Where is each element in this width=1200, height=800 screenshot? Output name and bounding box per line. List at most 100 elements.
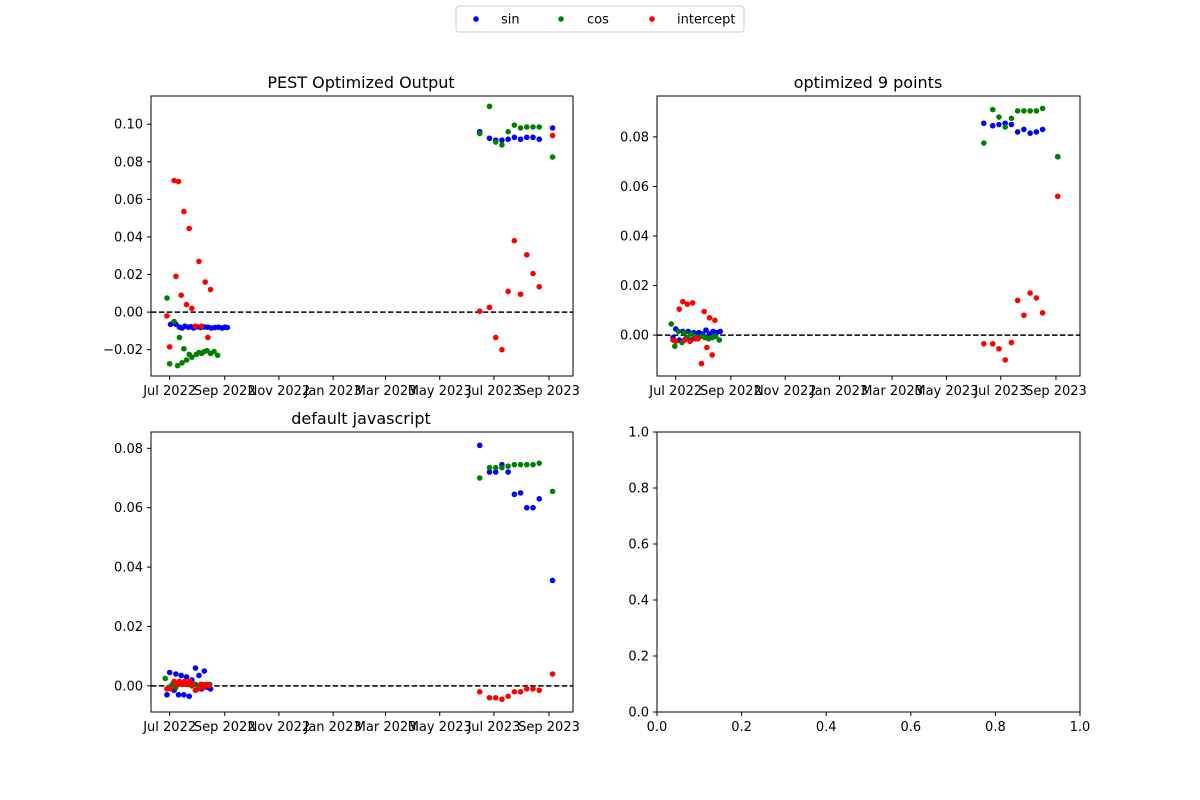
point-cos [164,295,170,301]
point-sin [492,469,499,475]
point-sin [201,668,208,674]
x-tick-label: Jul 2022 [142,720,196,735]
x-tick-label: Jul 2023 [466,384,520,399]
y-tick-label: 0.04 [114,561,143,576]
point-sin [536,136,543,143]
point-intercept [704,344,710,351]
point-sin [717,328,724,335]
point-cos [1027,108,1033,114]
point-cos [505,463,511,469]
legend-marker-cos [558,16,564,22]
point-sin [517,136,524,143]
legend-frame [455,5,745,33]
series-intercept [164,132,556,353]
point-intercept [1054,193,1061,200]
y-tick-label: 0.04 [114,230,143,245]
point-sin [1021,126,1027,133]
point-intercept [536,283,543,290]
point-sin [486,135,493,142]
axes-frame [150,431,574,713]
y-tick-label: 0.08 [114,155,143,170]
x-tick-label: 0.8 [985,720,1006,735]
point-sin [981,120,987,127]
x-tick-label: 0.2 [731,720,752,735]
point-sin [511,491,518,498]
point-cos [1033,108,1040,114]
point-cos [179,360,185,366]
point-intercept [684,301,691,307]
point-intercept [524,251,530,258]
x-tick-label: Nov 2022 [248,720,311,735]
point-sin [181,691,187,698]
point-intercept [207,286,214,293]
axes-frame [150,95,574,377]
y-tick-label: 0.06 [620,180,649,195]
point-intercept [536,687,543,694]
point-sin [224,324,231,331]
point-cos [499,464,505,471]
x-tick-label: Mar 2023 [861,384,923,399]
point-cos [171,318,177,325]
subplot-title: PEST Optimized Output [267,73,454,92]
point-cos [486,464,493,471]
legend: sin cos intercept [455,5,745,33]
point-intercept [1002,357,1008,363]
point-intercept [681,337,688,343]
y-tick-label: 0.00 [114,679,143,694]
point-cos [989,106,996,113]
x-tick-label: Jul 2023 [466,720,520,735]
point-sin [1014,129,1021,135]
point-cos [712,333,719,340]
point-sin [178,672,185,679]
point-cos [524,124,530,130]
y-tick-label: 0.4 [628,594,649,609]
point-intercept [687,338,693,345]
y-tick-label: 0.8 [628,482,649,497]
point-intercept [196,258,202,265]
point-cos [486,103,493,110]
point-intercept [505,693,511,700]
point-cos [492,139,499,145]
point-intercept [171,177,177,184]
point-sin [703,327,709,333]
x-tick-label: May 2023 [408,384,472,399]
point-intercept [189,681,196,688]
point-intercept [198,323,205,330]
point-intercept [189,305,195,312]
point-intercept [173,273,179,280]
point-cos [536,124,543,130]
y-tick-label: 0.00 [114,306,143,321]
point-intercept [530,686,536,692]
subplot-title: optimized 9 points [794,73,943,92]
x-tick-label: Jan 2023 [303,384,361,399]
point-intercept [549,671,556,677]
series-intercept [670,193,1061,367]
y-tick-label: 0.06 [114,193,143,208]
point-intercept [709,352,716,358]
series-cos [164,103,556,369]
point-intercept [181,208,187,215]
y-tick-label: 0.04 [620,230,649,245]
point-intercept [192,323,199,330]
point-intercept [175,178,182,185]
point-sin [166,669,173,676]
point-intercept [989,340,996,347]
point-sin [173,671,179,677]
point-sin [549,125,556,131]
point-intercept [1021,312,1027,319]
point-cos [511,122,518,128]
point-intercept [689,300,696,306]
point-intercept [205,683,212,689]
point-sin [196,672,202,679]
point-sin [1027,130,1033,136]
point-intercept [517,291,524,298]
y-tick-label: 0.06 [114,501,143,516]
point-intercept [524,686,530,692]
point-intercept [183,301,190,308]
point-intercept [499,696,505,703]
point-cos [511,461,518,468]
legend-label-intercept: intercept [677,13,736,28]
point-intercept [996,345,1002,352]
point-intercept [499,346,505,353]
